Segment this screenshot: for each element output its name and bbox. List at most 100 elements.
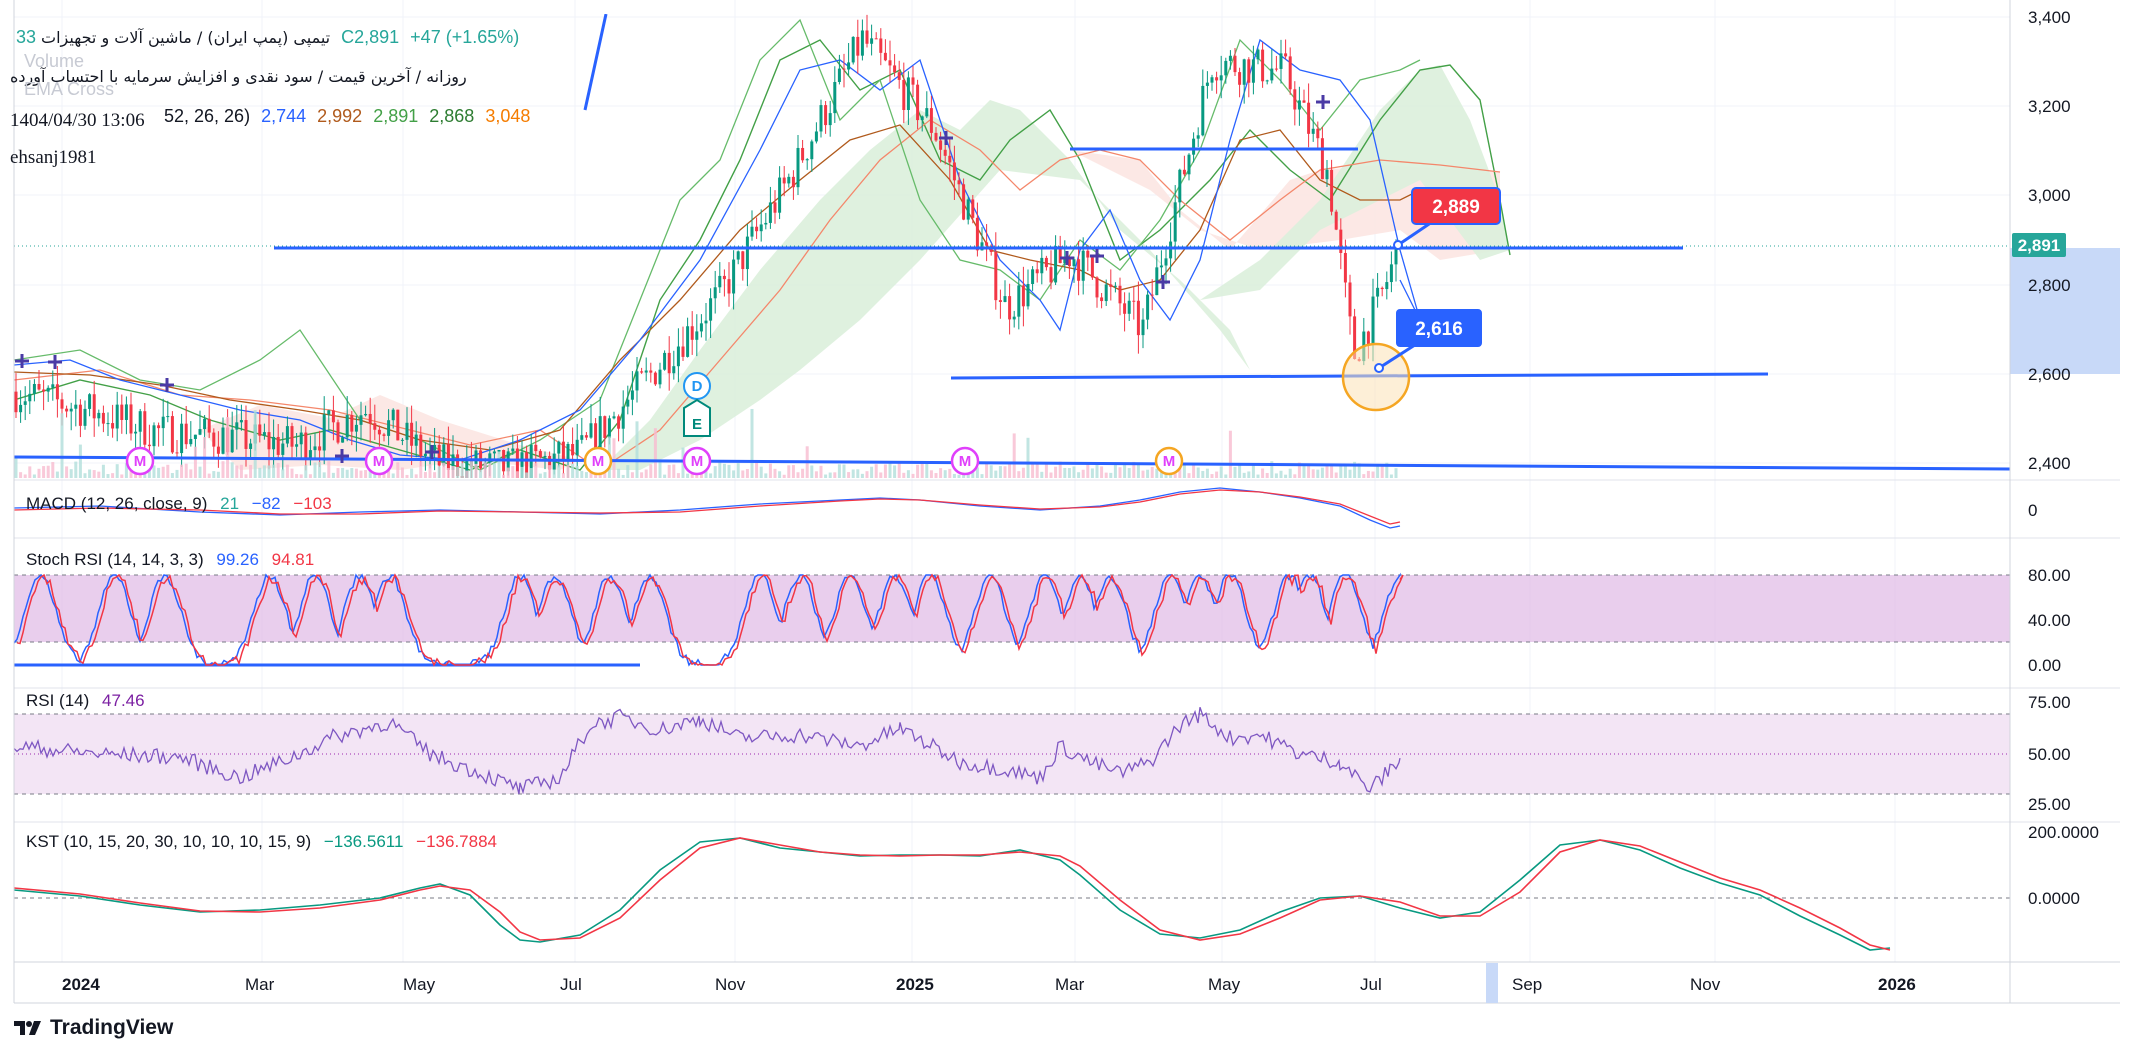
stoch-axis[interactable]: 80.00 40.00 0.00: [2028, 566, 2071, 675]
candle-body: [768, 202, 772, 223]
candle-body: [1210, 77, 1214, 83]
trendline-2400[interactable]: [14, 455, 2010, 471]
candle-body: [405, 422, 409, 440]
kst-legend[interactable]: KST (10, 15, 20, 30, 10, 10, 10, 15, 9) …: [26, 832, 497, 851]
candle-body: [244, 420, 248, 449]
volume-bar: [879, 472, 883, 478]
candle-body: [1219, 75, 1223, 81]
volume-bar: [276, 462, 280, 478]
stoch-rsi-pane[interactable]: [14, 537, 2120, 667]
event-marker-m[interactable]: M: [364, 446, 394, 476]
volume-bar: [874, 464, 878, 478]
macd-legend[interactable]: MACD (12, 26, close, 9) 21 −82 −103: [26, 494, 332, 513]
rsi-axis[interactable]: 75.00 50.00 25.00: [2028, 693, 2071, 814]
candle-body: [147, 444, 151, 447]
volume-bar: [400, 467, 404, 478]
volume-bar: [787, 465, 791, 478]
volume-bar: [78, 444, 82, 478]
svg-text:E: E: [692, 416, 702, 433]
time-axis[interactable]: 2024 Mar May Jul Nov 2025 Mar May Jul Se…: [62, 963, 1916, 1003]
candle-body: [295, 444, 299, 447]
candle-body: [994, 251, 998, 301]
volume-bar: [1265, 473, 1269, 478]
candle-body: [1205, 82, 1209, 86]
event-marker-m[interactable]: M: [682, 446, 712, 476]
volume-bar: [883, 464, 887, 478]
candle-body: [1261, 49, 1265, 82]
candle-body: [1320, 138, 1324, 180]
candle-body: [414, 434, 418, 446]
candle-body: [1302, 100, 1306, 103]
volume-bar: [575, 465, 579, 478]
price-pane[interactable]: M M M M M M D: [14, 14, 2120, 496]
volume-bar: [515, 471, 519, 478]
candle-body: [198, 429, 202, 435]
candle-body: [653, 372, 657, 385]
rsi-pane[interactable]: [14, 687, 2120, 795]
candle-body: [1343, 252, 1347, 283]
candle-body: [1366, 331, 1370, 345]
event-marker-e[interactable]: E: [683, 398, 711, 437]
rsi-legend[interactable]: RSI (14) 47.46: [26, 691, 145, 710]
candle-body: [37, 383, 41, 390]
volume-bar: [893, 465, 897, 478]
candle-body: [511, 448, 515, 452]
price-axis[interactable]: 3,400 3,200 3,000 2,800 2,600 2,400 2,89…: [2012, 8, 2071, 473]
candle-body: [828, 113, 832, 126]
kst-axis[interactable]: 200.0000 0.0000: [2028, 823, 2099, 908]
candle-body: [842, 68, 846, 70]
volume-bar: [350, 468, 354, 478]
kst-pane[interactable]: [14, 821, 2120, 951]
candle-body: [796, 147, 800, 188]
candle-body: [663, 352, 667, 370]
volume-bar: [387, 469, 391, 478]
volume-bar: [166, 464, 170, 478]
ichimoku-legend[interactable]: 52, 26, 26) 2,744 2,992 2,891 2,868 3,04…: [164, 106, 531, 126]
volume-bar: [1132, 461, 1136, 478]
event-marker-m[interactable]: M: [583, 446, 613, 476]
macd-axis[interactable]: 0: [2028, 501, 2037, 520]
volume-bar: [906, 470, 910, 478]
candle-body: [78, 404, 82, 426]
candle-body: [1150, 294, 1154, 296]
candle-body: [216, 446, 220, 454]
event-marker-m[interactable]: M: [950, 446, 980, 476]
volume-bar: [897, 463, 901, 478]
volume-bar: [1044, 463, 1048, 478]
volume-bar: [985, 463, 989, 478]
volume-bar: [497, 451, 501, 478]
volume-bar: [396, 462, 400, 478]
event-marker-d[interactable]: D: [683, 372, 711, 400]
callout-high[interactable]: 2,889: [1393, 187, 1501, 250]
event-markers[interactable]: M M M M M M D: [125, 372, 1184, 476]
volume-bar: [1251, 464, 1255, 478]
volume-bar: [640, 472, 644, 478]
macd-pane[interactable]: [14, 479, 2120, 529]
callout-low[interactable]: 2,616: [1374, 309, 1482, 373]
volume-bar: [621, 474, 625, 478]
volume-bar: [207, 473, 211, 478]
svg-text:2025: 2025: [896, 975, 934, 994]
volume-bar: [198, 466, 202, 478]
volume-bar: [1330, 464, 1334, 478]
volume-bar: [1343, 463, 1347, 478]
price-axis-highlight: [2010, 248, 2120, 374]
stoch-rsi-legend[interactable]: Stoch RSI (14, 14, 3, 3) 99.26 94.81: [26, 550, 315, 569]
tradingview-logo[interactable]: TradingView: [14, 1016, 173, 1040]
candle-body: [239, 420, 243, 423]
event-marker-m[interactable]: M: [125, 446, 155, 476]
candle-body: [492, 451, 496, 454]
volume-bar: [216, 471, 220, 478]
volume-bar: [446, 468, 450, 478]
event-marker-m[interactable]: M: [1154, 446, 1184, 476]
volume-bar: [341, 467, 345, 478]
trendline-steep[interactable]: [583, 14, 608, 111]
candle-body: [1196, 135, 1200, 139]
symbol-legend[interactable]: تیمپی (پمپ ایران) / ماشین آلات و تجهیزات…: [10, 26, 519, 49]
volume-bar: [686, 473, 690, 478]
candle-body: [814, 131, 818, 142]
volume-bar: [1311, 469, 1315, 478]
candle-body: [1348, 282, 1352, 317]
volume-bar: [1270, 461, 1274, 478]
